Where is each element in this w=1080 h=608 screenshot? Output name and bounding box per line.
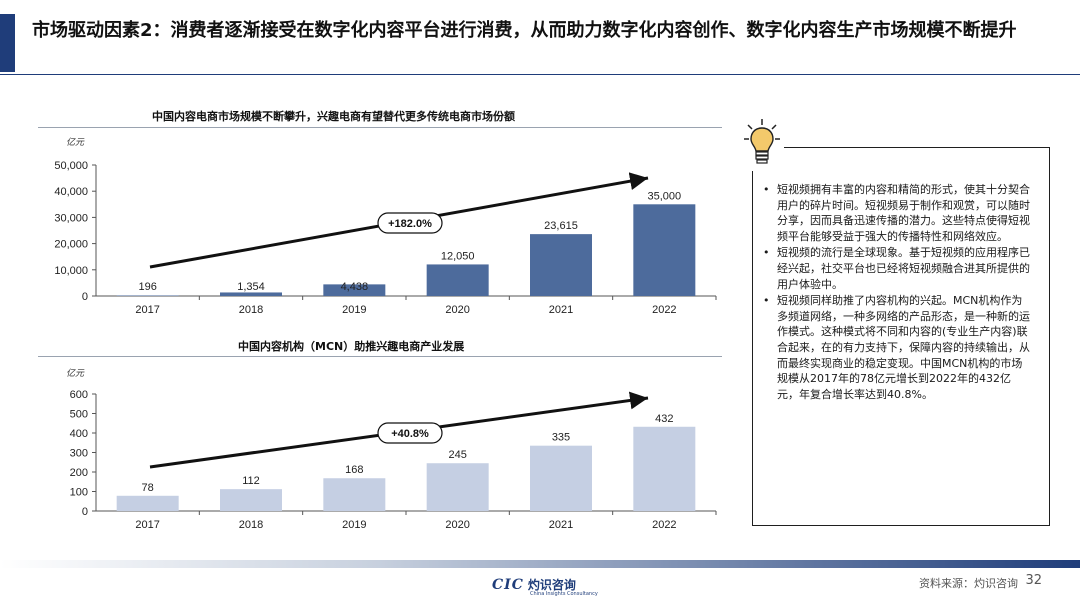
x-tick-label: 2021 bbox=[549, 519, 573, 531]
bar-2021 bbox=[530, 445, 592, 511]
unit-label: 亿元 bbox=[66, 138, 85, 148]
cagr-label: +182.0% bbox=[388, 218, 432, 230]
lightbulb-icon bbox=[740, 117, 784, 171]
y-tick-label: 500 bbox=[70, 409, 88, 421]
x-tick-label: 2020 bbox=[445, 304, 469, 316]
bar-2021 bbox=[530, 234, 592, 296]
chart-title-rule bbox=[38, 356, 722, 357]
company-logo: CIC 灼识咨询 China Insights Consultancy bbox=[492, 574, 598, 597]
bar-2019 bbox=[323, 478, 386, 511]
title-divider bbox=[0, 74, 1080, 75]
chart-title-rule bbox=[38, 127, 722, 128]
x-tick-label: 2018 bbox=[239, 519, 263, 531]
bar-2019 bbox=[323, 284, 386, 296]
x-tick-label: 2019 bbox=[342, 304, 366, 316]
bar-2018 bbox=[220, 292, 282, 296]
data-label-2018: 1,354 bbox=[237, 281, 265, 293]
y-tick-label: 0 bbox=[82, 291, 88, 303]
bar-2018 bbox=[220, 489, 282, 511]
data-label-2020: 245 bbox=[448, 449, 466, 461]
y-tick-label: 0 bbox=[82, 506, 88, 518]
y-tick-label: 10,000 bbox=[54, 265, 88, 277]
bar-2020 bbox=[426, 463, 489, 511]
chart-title: 中国内容电商市场规模不断攀升，兴趣电商有望替代更多传统电商市场份额 bbox=[152, 110, 515, 123]
mcn-market-chart: 中国内容机构（MCN）助推兴趣电商产业发展 亿元 0 100 200 300 400 50… bbox=[38, 336, 722, 536]
bar-2017 bbox=[116, 495, 179, 511]
data-label-2020: 12,050 bbox=[441, 250, 475, 262]
cagr-bubble bbox=[377, 212, 443, 234]
data-label-2022: 35,000 bbox=[648, 190, 682, 202]
y-tick-label: 40,000 bbox=[54, 186, 88, 198]
title-accent-bar bbox=[0, 14, 15, 72]
logo-mark: CIC bbox=[492, 577, 524, 593]
bar-2017 bbox=[116, 295, 179, 296]
x-tick-label: 2017 bbox=[135, 519, 159, 531]
y-tick-label: 300 bbox=[70, 448, 88, 460]
logo-english-name: China Insights Consultancy bbox=[530, 591, 598, 597]
x-tick-label: 2022 bbox=[652, 304, 676, 316]
insight-bullet-1: 短视频拥有丰富的内容和精简的形式，使其十分契合用户的碎片时间。短视频易于制作和观… bbox=[763, 182, 1031, 244]
insight-panel: 短视频拥有丰富的内容和精简的形式，使其十分契合用户的碎片时间。短视频易于制作和观… bbox=[752, 147, 1050, 526]
x-tick-label: 2022 bbox=[652, 519, 676, 531]
data-label-2019: 168 bbox=[345, 464, 363, 476]
cagr-label: +40.8% bbox=[391, 428, 429, 440]
data-label-2017: 78 bbox=[142, 482, 154, 494]
data-label-2022: 432 bbox=[655, 413, 673, 425]
page-title: 市场驱动因素2：消费者逐渐接受在数字化内容平台进行消费，从而助力数字化内容创作、… bbox=[32, 20, 1017, 41]
y-tick-label: 400 bbox=[70, 428, 88, 440]
y-tick-label: 20,000 bbox=[54, 239, 88, 251]
x-tick-label: 2021 bbox=[549, 304, 573, 316]
insight-bullet-3: 短视频同样助推了内容机构的兴起。MCN机构作为多频道网络，一种多网络的产品形态，… bbox=[763, 293, 1031, 402]
footer-band bbox=[0, 560, 1080, 568]
insight-bullet-2: 短视频的流行是全球现象。基于短视频的应用程序已经兴起，社交平台也已经将短视频融合… bbox=[763, 245, 1031, 292]
bar-chart-svg: 0 100 200 300 400 500 600 78 2017 112 2018 168 2019 2… bbox=[70, 389, 717, 531]
y-tick-label: 30,000 bbox=[54, 212, 88, 224]
y-tick-label: 100 bbox=[70, 487, 88, 499]
x-tick-label: 2019 bbox=[342, 519, 366, 531]
data-label-2017: 196 bbox=[138, 281, 156, 293]
bar-2022 bbox=[633, 426, 696, 511]
data-label-2018: 112 bbox=[242, 475, 260, 487]
data-label-2021: 23,615 bbox=[544, 220, 578, 232]
chart-title: 中国内容机构（MCN）助推兴趣电商产业发展 bbox=[238, 340, 465, 353]
cagr-bubble bbox=[377, 422, 443, 444]
insight-list: 短视频拥有丰富的内容和精简的形式，使其十分契合用户的碎片时间。短视频易于制作和观… bbox=[753, 148, 1049, 402]
bar-2022 bbox=[633, 204, 696, 296]
page-number: 32 bbox=[1025, 573, 1042, 588]
x-tick-label: 2020 bbox=[445, 519, 469, 531]
data-label-2019: 4,438 bbox=[341, 281, 369, 293]
bar-2020 bbox=[426, 264, 489, 296]
source-note: 资料来源：灼识咨询 bbox=[919, 577, 1018, 590]
y-tick-label: 50,000 bbox=[54, 160, 88, 172]
logo-chinese-name: 灼识咨询 bbox=[527, 578, 576, 592]
y-tick-label: 600 bbox=[70, 389, 88, 401]
y-tick-label: 200 bbox=[70, 467, 88, 479]
x-tick-label: 2018 bbox=[239, 304, 263, 316]
data-label-2021: 335 bbox=[552, 432, 570, 444]
x-tick-label: 2017 bbox=[135, 304, 159, 316]
unit-label: 亿元 bbox=[66, 369, 85, 379]
content-ecommerce-chart: 中国内容电商市场规模不断攀升，兴趣电商有望替代更多传统电商市场份额 亿元 0 10… bbox=[38, 100, 722, 325]
bar-chart-svg: 0 10,000 20,000 30,000 40,000 50,000 196 2017 1,… bbox=[54, 160, 717, 316]
